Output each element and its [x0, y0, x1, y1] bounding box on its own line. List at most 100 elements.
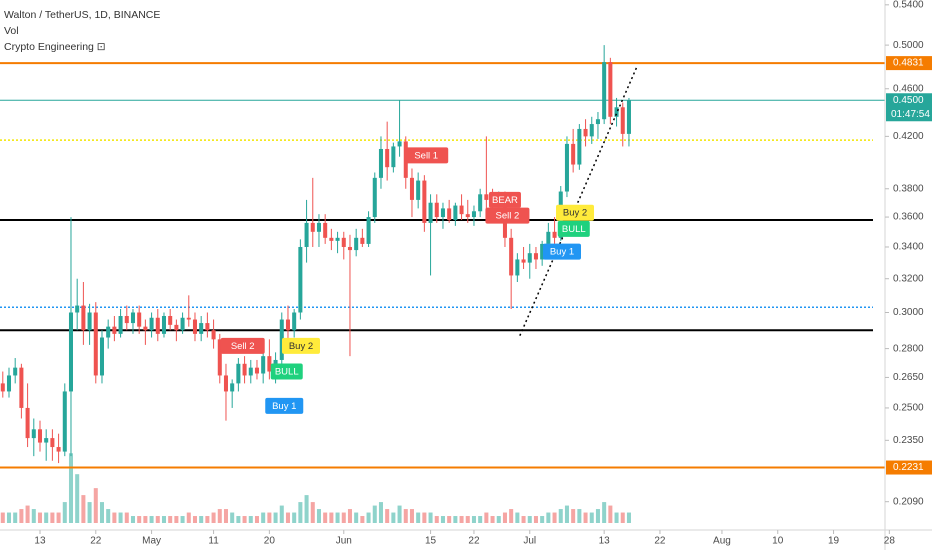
volume-bar	[552, 512, 557, 523]
candle-body	[329, 237, 334, 241]
price-axis-panel	[885, 0, 932, 550]
volume-bar	[261, 512, 266, 523]
candle-body	[205, 323, 210, 331]
candle-body	[434, 202, 439, 218]
level-badge	[886, 56, 932, 71]
volume-bar	[496, 516, 501, 523]
volume-bar	[174, 516, 179, 523]
candle-body	[527, 253, 532, 263]
candle-body	[106, 326, 111, 338]
volume-bar	[577, 509, 582, 523]
signal-label: BULL	[275, 367, 299, 378]
volume-bar	[335, 512, 340, 523]
candle-body	[509, 237, 514, 276]
candle-body	[453, 205, 458, 220]
candle-body	[149, 317, 154, 331]
candle-body	[230, 383, 235, 392]
candle-body	[13, 367, 18, 376]
candle-body	[56, 447, 61, 452]
candle-body	[37, 429, 43, 443]
y-tick-label: 0.5400	[893, 0, 924, 10]
candle-body	[44, 438, 49, 443]
level-badge-label: 0.4831	[893, 58, 924, 69]
volume-bar	[378, 502, 383, 523]
candle-body	[595, 119, 600, 125]
level-badge-label: 0.2231	[893, 462, 924, 473]
x-tick-label: 22	[90, 536, 102, 547]
y-tick-label: 0.4600	[893, 83, 924, 94]
candle-body	[323, 222, 328, 238]
volume-bar	[478, 516, 483, 523]
candle-body	[75, 305, 80, 313]
candle-body	[614, 107, 619, 117]
volume-bar	[440, 516, 445, 523]
candle-body	[583, 128, 588, 137]
candle-body	[174, 324, 179, 331]
candle-body	[589, 124, 594, 137]
volume-bar	[354, 512, 359, 523]
candle-body	[161, 316, 166, 334]
candle-body	[316, 222, 321, 232]
volume-bar	[471, 516, 476, 523]
volume-bar	[6, 512, 12, 523]
x-tick-label: 22	[468, 536, 480, 547]
volume-bar	[391, 512, 396, 523]
volume-bar	[149, 516, 154, 523]
y-tick-label: 0.2650	[893, 372, 924, 383]
volume-bar	[341, 512, 346, 523]
candle-body	[118, 316, 123, 334]
candle-body	[248, 367, 253, 376]
volume-bar	[347, 509, 352, 523]
candle-body	[168, 316, 173, 325]
x-tick-label: 22	[654, 536, 666, 547]
candle-body	[292, 312, 297, 331]
signal-label: Buy 2	[563, 208, 587, 219]
volume-bar	[62, 502, 67, 523]
volume-bar	[620, 512, 625, 523]
signal-badge	[542, 243, 581, 260]
volume-bar	[515, 512, 520, 523]
volume-bar	[434, 516, 439, 523]
candle-body	[416, 180, 421, 200]
volume-bar	[583, 512, 588, 523]
volume-bar	[422, 512, 427, 523]
volume-bar	[540, 516, 545, 523]
candle-body	[626, 100, 631, 134]
volume-bar	[112, 512, 117, 523]
candle-body	[6, 375, 12, 392]
volume-bar	[242, 516, 247, 523]
candle-body	[620, 107, 625, 134]
volume-bar	[310, 502, 315, 523]
y-tick-label: 0.5000	[893, 40, 924, 51]
candle-body	[298, 246, 303, 313]
candle-body	[521, 259, 526, 263]
candle-body	[242, 363, 247, 376]
volume-bar	[223, 509, 228, 523]
candle-body	[310, 222, 315, 232]
candle-body	[62, 391, 67, 452]
candle-body	[422, 180, 427, 223]
signal-badge	[265, 397, 304, 414]
volume-bar	[459, 516, 464, 523]
volume-bar	[521, 516, 526, 523]
volume-bar	[608, 505, 613, 523]
volume-bar	[0, 512, 5, 523]
candle-body	[484, 194, 489, 200]
volume-bar	[186, 512, 191, 523]
candle-body	[137, 312, 142, 327]
volume-bar	[155, 516, 160, 523]
volume-bar	[124, 512, 129, 523]
candle-body	[68, 312, 74, 392]
candle-body	[440, 208, 445, 218]
candle-body	[391, 146, 396, 168]
candle-body	[155, 317, 160, 334]
volume-bar	[416, 512, 421, 523]
volume-bar	[298, 502, 303, 523]
volume-bar	[329, 512, 334, 523]
volume-bar	[230, 512, 235, 523]
volume-bar	[366, 512, 371, 523]
y-tick-label: 0.3600	[893, 212, 924, 223]
axes: 0.5400 0.5000 0.4600 0.4200 0.3800 0.3600 0.34…	[34, 0, 932, 547]
candle-body	[50, 438, 55, 448]
